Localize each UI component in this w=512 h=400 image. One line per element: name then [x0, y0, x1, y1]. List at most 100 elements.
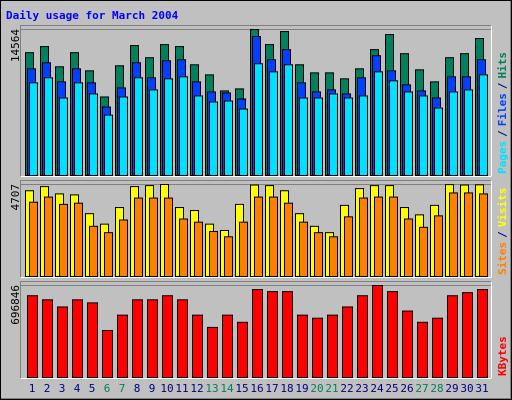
bar [282, 291, 293, 379]
bar [119, 219, 128, 277]
x-tick-label: 21 [325, 382, 338, 395]
x-tick-label: 31 [475, 382, 488, 395]
bar [134, 197, 143, 277]
bar [477, 289, 488, 378]
bar [269, 71, 278, 176]
bar [479, 74, 488, 176]
bar [357, 295, 368, 378]
bar [74, 82, 83, 176]
legend-entry: Files [496, 93, 509, 126]
bar [374, 71, 383, 176]
bar [59, 97, 68, 176]
chart-title: Daily usage for March 2004 [6, 9, 179, 22]
legend-entry: Visits [496, 188, 509, 228]
bar [269, 196, 278, 277]
legend-entry: Hits [496, 52, 509, 79]
x-tick-label: 9 [149, 382, 156, 395]
bar [149, 89, 158, 176]
bar [389, 80, 398, 176]
bar [299, 97, 308, 176]
legend-entry: Sites [496, 242, 509, 275]
x-tick-label: 8 [134, 382, 141, 395]
x-tick-label: 12 [190, 382, 203, 395]
bar [239, 108, 248, 176]
bar [164, 78, 173, 176]
bar [267, 291, 278, 379]
legend-separator: / [496, 231, 509, 238]
bar [117, 314, 128, 378]
bar [254, 63, 263, 176]
bar [252, 289, 263, 378]
bar [434, 107, 443, 176]
bar [29, 82, 38, 176]
bar [417, 321, 428, 378]
x-tick-label: 27 [415, 382, 428, 395]
bar [464, 192, 473, 277]
bar [327, 314, 338, 378]
bar [462, 292, 473, 379]
bar [237, 321, 248, 378]
legend-separator: / [496, 130, 509, 137]
x-tick-label: 20 [310, 382, 323, 395]
bar [479, 193, 488, 277]
bar [194, 221, 203, 278]
y-tick-label: 14564 [9, 29, 22, 62]
bar [329, 93, 338, 176]
x-tick-label: 7 [119, 382, 126, 395]
bar [449, 91, 458, 176]
bar [254, 196, 263, 277]
bar [72, 299, 83, 378]
bar [147, 299, 158, 378]
x-tick-label: 13 [205, 382, 218, 395]
bar [224, 100, 233, 176]
legend-separator: / [496, 82, 509, 89]
bar [449, 192, 458, 277]
bar [104, 232, 113, 278]
bar [447, 295, 458, 378]
bar [134, 77, 143, 176]
bar [239, 221, 248, 278]
bar [149, 197, 158, 277]
bar [297, 314, 308, 378]
bar [42, 299, 53, 378]
bar [164, 197, 173, 277]
x-tick-label: 29 [445, 382, 458, 395]
bar [102, 329, 113, 378]
x-tick-label: 14 [220, 382, 234, 395]
legend-entry: KBytes [496, 336, 509, 376]
bar [224, 236, 233, 278]
bar [434, 215, 443, 277]
bar [314, 232, 323, 278]
x-tick-label: 16 [250, 382, 263, 395]
bar [59, 203, 68, 278]
bar [209, 101, 218, 176]
x-tick-label: 30 [460, 382, 473, 395]
bar [177, 299, 188, 378]
bar [374, 196, 383, 277]
bar [464, 89, 473, 176]
bar [299, 221, 308, 278]
bar [209, 230, 218, 277]
x-tick-label: 1 [29, 382, 36, 395]
x-tick-label: 25 [385, 382, 398, 395]
x-tick-label: 3 [59, 382, 66, 395]
bar [207, 326, 218, 378]
bar [89, 93, 98, 176]
bar [104, 114, 113, 176]
bar [389, 196, 398, 277]
x-tick-label: 6 [104, 382, 111, 395]
x-tick-label: 28 [430, 382, 443, 395]
bar [329, 236, 338, 278]
bar [284, 202, 293, 277]
bar [57, 306, 68, 378]
bar [74, 202, 83, 277]
bar [372, 285, 383, 378]
bar [312, 317, 323, 378]
x-tick-label: 24 [370, 382, 384, 395]
legend: Pages / Files / Hits [496, 52, 509, 174]
bar [284, 64, 293, 176]
bar [344, 97, 353, 176]
bar [179, 218, 188, 277]
bar [359, 95, 368, 176]
